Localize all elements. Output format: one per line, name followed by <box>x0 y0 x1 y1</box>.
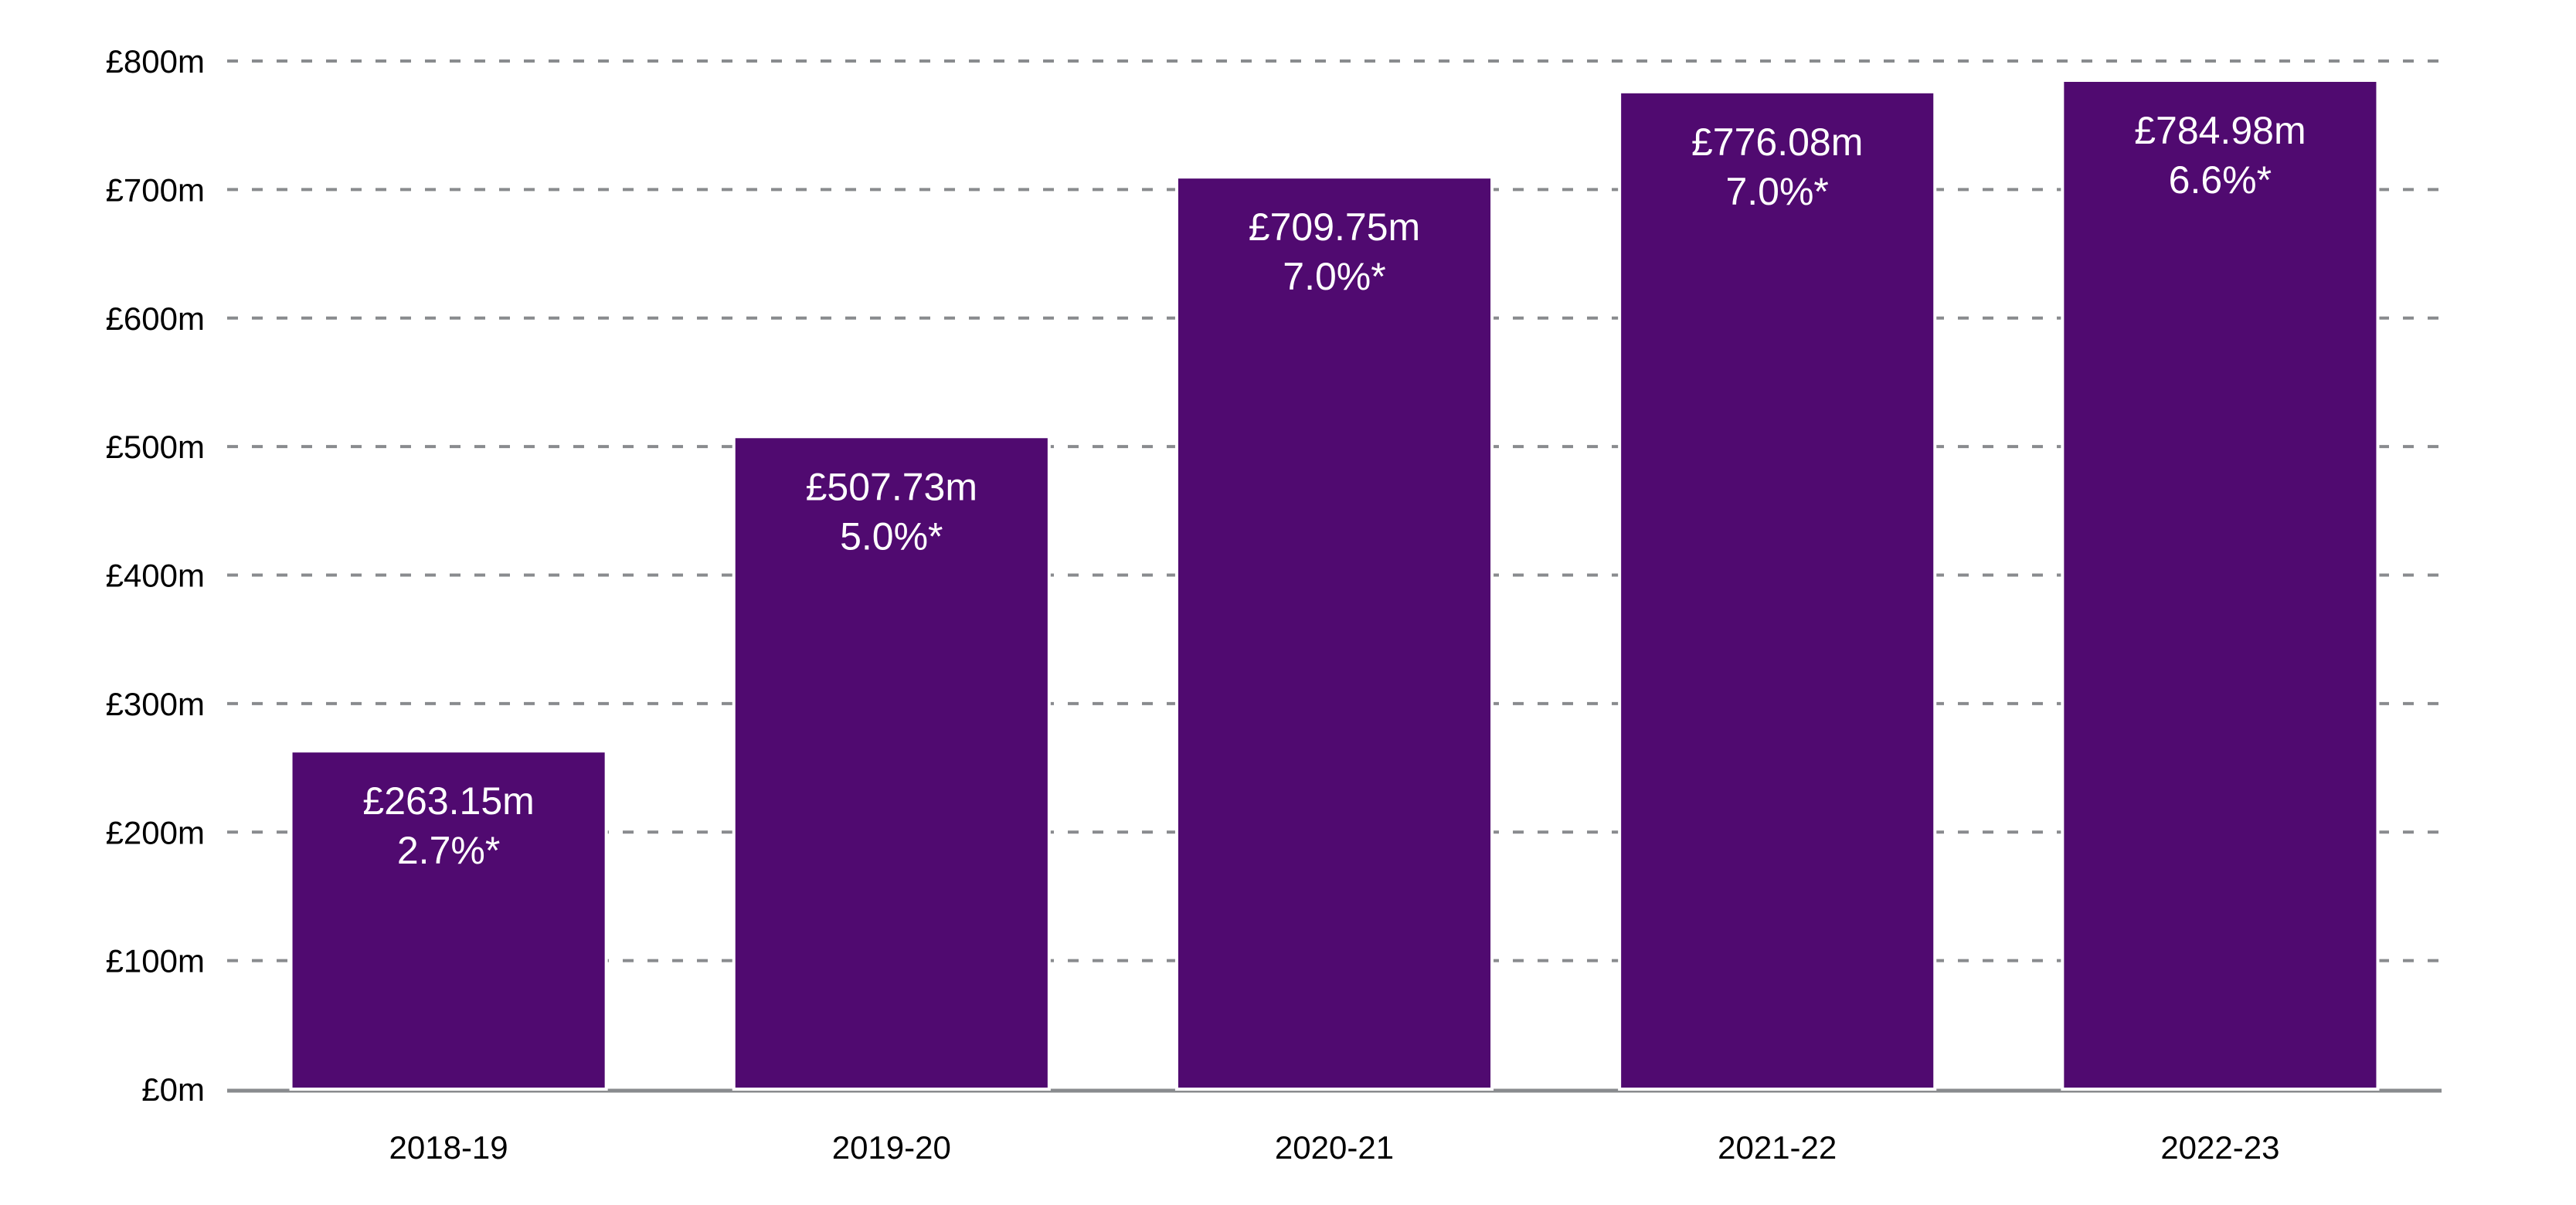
bar-value-label: £784.98m <box>2134 109 2306 152</box>
x-tick-label: 2018-19 <box>389 1129 508 1166</box>
x-tick-label: 2022-23 <box>2160 1129 2279 1166</box>
bar-percent-label: 6.6%* <box>2169 158 2272 202</box>
bar-percent-label: 7.0%* <box>1283 255 1385 298</box>
bar-value-label: £507.73m <box>806 465 977 508</box>
x-tick-label: 2020-21 <box>1275 1129 1394 1166</box>
y-tick-label: £600m <box>106 300 205 337</box>
bar-group: £709.75m 7.0%* <box>1174 175 1494 1091</box>
x-tick-label: 2019-20 <box>832 1129 951 1166</box>
bar-group: £776.08m 7.0%* <box>1618 90 1937 1091</box>
bar-percent-label: 5.0%* <box>840 514 943 558</box>
bar-value-label: £776.08m <box>1691 120 1863 164</box>
bar-group: £507.73m 5.0%* <box>732 435 1051 1091</box>
bar <box>732 435 1051 1091</box>
bar-percent-label: 2.7%* <box>397 829 500 872</box>
bar-percent-label: 7.0%* <box>1725 170 1828 213</box>
bar <box>1174 175 1494 1091</box>
y-tick-label: £500m <box>106 429 205 465</box>
bar <box>1618 90 1937 1091</box>
bar <box>2061 78 2380 1091</box>
bar-value-label: £709.75m <box>1249 205 1420 249</box>
y-tick-label: £800m <box>106 43 205 80</box>
y-tick-label: £700m <box>106 171 205 208</box>
y-axis-ticks: £0m £100m £200m £300m £400m £500m £600m £700m £8… <box>106 43 205 1108</box>
x-axis-ticks: 2018-19 2019-20 2020-21 2021-22 2022-23 <box>389 1129 2280 1166</box>
bar-group: £263.15m 2.7%* <box>289 749 608 1091</box>
y-tick-label: £100m <box>106 943 205 979</box>
bar-value-label: £263.15m <box>362 779 534 823</box>
bars: £263.15m2.7%*£507.73m5.0%*£709.75m7.0%*£… <box>289 78 2380 1091</box>
y-tick-label: £200m <box>106 814 205 850</box>
y-tick-label: £400m <box>106 558 205 594</box>
y-tick-label: £300m <box>106 686 205 722</box>
x-tick-label: 2021-22 <box>1718 1129 1837 1166</box>
bar <box>289 749 608 1091</box>
y-tick-label: £0m <box>141 1071 205 1108</box>
bar-group: £784.98m 6.6%* <box>2061 78 2380 1091</box>
